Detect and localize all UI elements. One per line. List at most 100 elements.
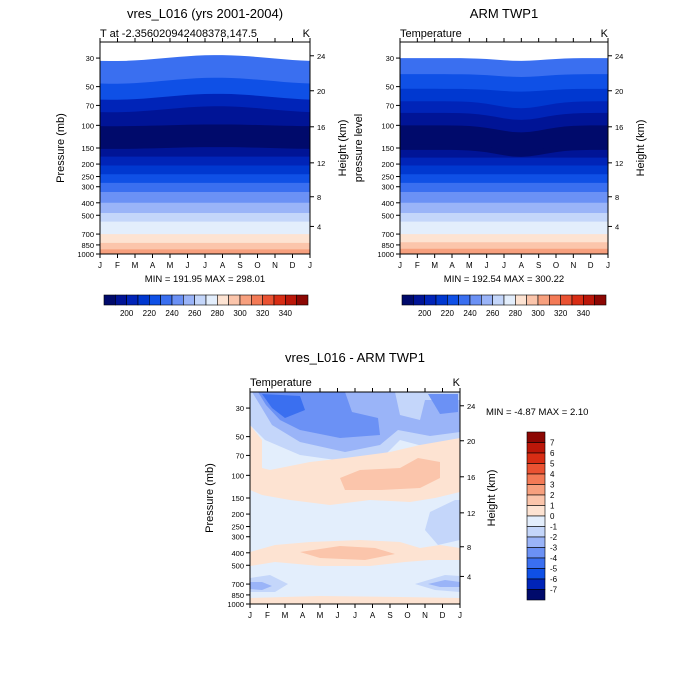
y-tick-label: 850 bbox=[381, 241, 394, 250]
contour-band bbox=[100, 93, 310, 113]
panel-subtitle-left: T at -2.356020942408378,147.5 bbox=[100, 28, 257, 40]
y-tick-label: 250 bbox=[231, 523, 244, 532]
x-tick-label: M bbox=[317, 611, 324, 620]
x-tick-label: A bbox=[150, 261, 156, 270]
y-tick-label: 50 bbox=[236, 433, 244, 442]
colorbar-label: 260 bbox=[486, 309, 500, 318]
colorbar: 76 54 32 10 -1-2 -3-4 -5-6 -7 bbox=[526, 431, 558, 601]
x-tick-label: A bbox=[370, 611, 376, 620]
y-right-tick-label: 16 bbox=[467, 473, 475, 482]
x-tick-label: A bbox=[449, 261, 455, 270]
colorbar-box bbox=[526, 568, 546, 580]
colorbar-box bbox=[526, 431, 546, 443]
x-tick-label: J bbox=[458, 611, 462, 620]
x-tick-label: M bbox=[167, 261, 174, 270]
colorbar-box bbox=[103, 294, 116, 306]
colorbar-label: 6 bbox=[550, 449, 555, 458]
y-tick-label: 100 bbox=[231, 471, 244, 480]
colorbar-box bbox=[273, 294, 286, 306]
colorbar-box bbox=[526, 536, 546, 548]
contour-band bbox=[400, 58, 608, 78]
panel-title: ARM TWP1 bbox=[470, 6, 538, 21]
colorbar-box bbox=[458, 294, 471, 306]
y-right-tick-label: 20 bbox=[467, 437, 475, 446]
contour-bands bbox=[100, 55, 310, 254]
x-tick-label: J bbox=[353, 611, 357, 620]
colorbar-label: 220 bbox=[441, 309, 455, 318]
colorbar-label: -2 bbox=[550, 533, 558, 542]
y-tick-label: 850 bbox=[81, 241, 94, 250]
colorbar-box bbox=[194, 294, 207, 306]
panel-subtitle-right: K bbox=[453, 377, 461, 389]
colorbar-box bbox=[526, 463, 546, 475]
contour-band bbox=[100, 221, 310, 235]
colorbar-box bbox=[262, 294, 275, 306]
y-axis-right-label: Height (km) bbox=[486, 470, 498, 527]
colorbar-box bbox=[115, 294, 127, 306]
y-right-tick-label: 12 bbox=[317, 159, 325, 168]
colorbar-label: 1 bbox=[550, 502, 555, 511]
y-tick-label: 30 bbox=[236, 404, 244, 413]
x-tick-label: M bbox=[282, 611, 289, 620]
contour-band bbox=[100, 174, 310, 184]
colorbar-box bbox=[447, 294, 459, 306]
panel-subtitle-right: K bbox=[601, 28, 609, 40]
colorbar-box bbox=[183, 294, 195, 306]
colorbar-box bbox=[401, 294, 414, 306]
y-tick-label: 150 bbox=[381, 144, 394, 153]
colorbar-label: 260 bbox=[188, 309, 202, 318]
panel-model: vres_L016 (yrs 2001-2004) T at -2.356020… bbox=[55, 6, 349, 318]
contour-band bbox=[100, 147, 310, 158]
y-tick-label: 250 bbox=[81, 173, 94, 182]
y-tick-label: 700 bbox=[381, 230, 394, 239]
contour-band bbox=[100, 77, 310, 101]
min-max-stat: MIN = 191.95 MAX = 298.01 bbox=[145, 274, 265, 285]
colorbar-label: 240 bbox=[165, 309, 179, 318]
x-tick-label: J bbox=[398, 261, 402, 270]
colorbar-label: 220 bbox=[143, 309, 157, 318]
contour-band bbox=[400, 74, 608, 93]
y-tick-label: 850 bbox=[231, 591, 244, 600]
contour-band bbox=[400, 157, 608, 167]
colorbar-box bbox=[228, 294, 241, 306]
band-neg2-to-neg3 bbox=[250, 582, 272, 590]
colorbar-box bbox=[413, 294, 425, 306]
contour-band bbox=[400, 125, 608, 152]
colorbar-label: 280 bbox=[211, 309, 225, 318]
x-tick-label: J bbox=[186, 261, 190, 270]
contour-band bbox=[400, 242, 608, 250]
x-tick-label: M bbox=[431, 261, 438, 270]
y-tick-label: 30 bbox=[386, 54, 394, 63]
colorbar-label: 4 bbox=[550, 470, 555, 479]
y-right-tick-label: 20 bbox=[317, 87, 325, 96]
colorbar-box bbox=[526, 505, 546, 517]
colorbar-box bbox=[571, 294, 584, 306]
colorbar-box bbox=[526, 484, 546, 496]
contour-band bbox=[100, 182, 310, 193]
colorbar-box bbox=[424, 294, 437, 306]
x-tick-label: D bbox=[588, 261, 594, 270]
contour-band bbox=[100, 234, 310, 244]
band-1-to-2 bbox=[340, 458, 440, 490]
y-axis-label: Pressure (mb) bbox=[55, 113, 67, 183]
band-neg3-to-neg4 bbox=[428, 394, 458, 414]
contour-band bbox=[100, 55, 310, 85]
y-tick-label: 200 bbox=[231, 510, 244, 519]
y-right-tick-label: 16 bbox=[317, 123, 325, 132]
y-tick-label: 500 bbox=[381, 211, 394, 220]
x-tick-label: J bbox=[248, 611, 252, 620]
colorbar-box bbox=[239, 294, 252, 306]
y-right-tick-label: 4 bbox=[467, 572, 471, 581]
contour-band bbox=[100, 165, 310, 175]
contour-band bbox=[100, 202, 310, 214]
x-tick-label: F bbox=[415, 261, 420, 270]
colorbar-box bbox=[149, 294, 161, 306]
y-right-tick-label: 8 bbox=[467, 543, 471, 552]
panel-title: vres_L016 - ARM TWP1 bbox=[285, 350, 425, 365]
colorbar-box bbox=[537, 294, 550, 306]
panel-obs: ARM TWP1 Temperature K J F M A M J J A S O N D J 30 50… bbox=[353, 6, 647, 318]
colorbar-label: 2 bbox=[550, 491, 555, 500]
x-tick-label: J bbox=[98, 261, 102, 270]
colorbar-box bbox=[594, 294, 607, 306]
